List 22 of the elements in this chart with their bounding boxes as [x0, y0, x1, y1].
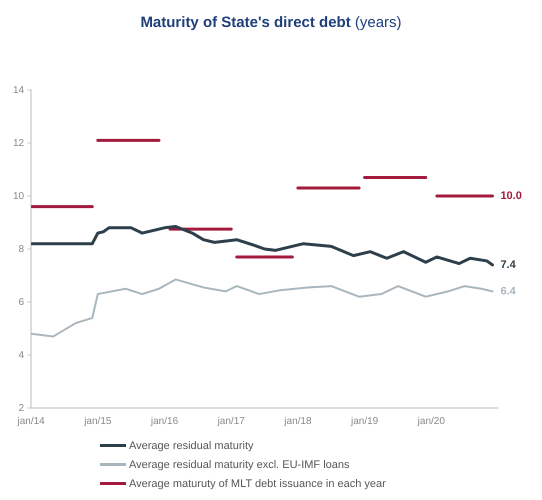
- chart-subtitle: (years): [354, 14, 402, 31]
- x-tick-label: jan/15: [83, 416, 112, 427]
- legend-label: Average maturuty of MLT debt issuance in each year: [129, 478, 386, 490]
- y-tick-label: 6: [18, 296, 25, 308]
- x-tick-label: jan/17: [216, 416, 246, 427]
- chart-title: Maturity of State's direct debt: [140, 14, 351, 31]
- y-tick-label: 14: [13, 84, 25, 96]
- y-tick-label: 10: [13, 190, 25, 202]
- y-tick-label: 12: [13, 138, 25, 149]
- y-tick-label: 2: [18, 402, 25, 414]
- legend-label: Average residual maturity excl. EU-IMF loans: [129, 458, 350, 470]
- data-label: 7.4: [500, 258, 517, 271]
- data-label: 10.0: [500, 190, 522, 202]
- y-tick-label: 4: [18, 350, 25, 361]
- x-tick-label: jan/19: [350, 416, 379, 427]
- x-tick-label: jan/18: [283, 416, 312, 427]
- x-tick-label: jan/14: [16, 416, 46, 427]
- legend-label: Average residual maturity: [129, 440, 254, 452]
- data-label: 6.4: [500, 285, 517, 298]
- x-tick-label: jan/20: [416, 416, 446, 427]
- y-tick-label: 8: [18, 244, 25, 255]
- x-tick-label: jan/16: [150, 416, 179, 427]
